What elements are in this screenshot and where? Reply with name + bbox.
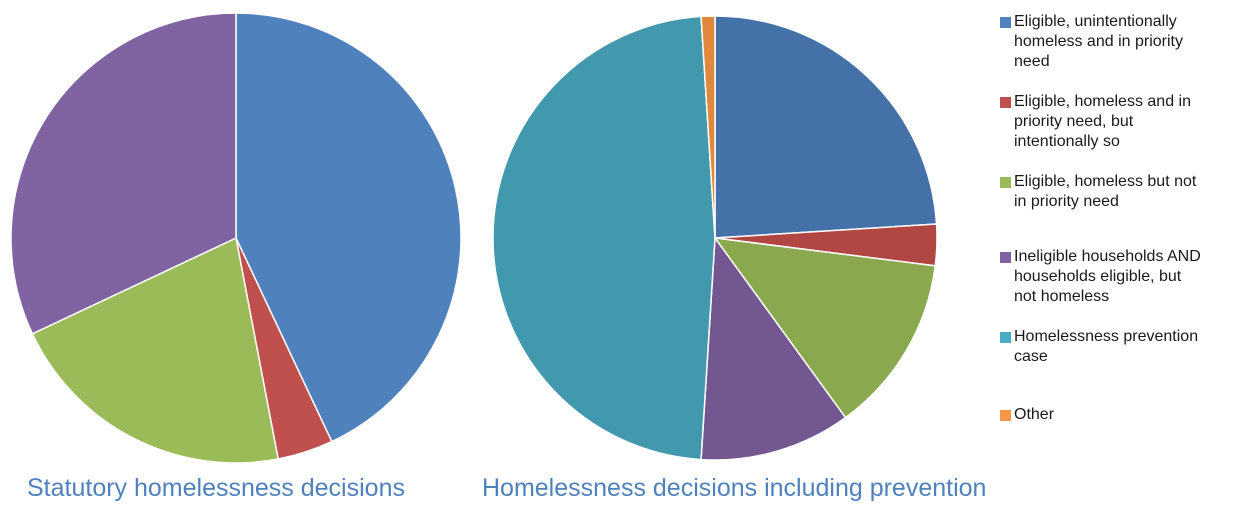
pie-2-slice-6 (700, 15, 716, 239)
legend-label-line: homeless and in priority (1014, 33, 1183, 50)
legend-label: Eligible, homeless but not in priority ne… (1014, 172, 1259, 212)
legend-label-line: not homeless (1014, 288, 1110, 305)
legend-label-line: Ineligible households AND (1014, 248, 1201, 265)
legend-label: Eligible, homeless and in priority need, … (1014, 92, 1259, 152)
legend-label-line: intentionally so (1014, 133, 1120, 150)
legend-label-line: Eligible, unintentionally (1014, 13, 1177, 30)
pie-1-title: Statutory homelessness decisions (27, 474, 405, 502)
legend-label-line: Homelessness prevention (1014, 328, 1199, 345)
legend-label-line: Other (1014, 406, 1055, 423)
legend-swatch (1000, 410, 1011, 421)
legend-swatch (1000, 252, 1011, 263)
pie-1-slice-1 (235, 12, 462, 443)
legend-swatch (1000, 177, 1011, 188)
legend-label: Homelessness prevention case (1014, 327, 1259, 367)
pie-2-slice-3 (713, 237, 937, 419)
legend-label-line: Eligible, homeless and in (1014, 93, 1191, 110)
legend-label-line: case (1014, 348, 1048, 365)
legend-label-line: Eligible, homeless but not (1014, 173, 1197, 190)
legend-swatch (1000, 332, 1011, 343)
legend-label-line: need (1014, 53, 1050, 70)
legend-label-line: households eligible, but (1014, 268, 1182, 285)
pie-1-slice-3 (31, 236, 280, 464)
pie-2-slice-1 (714, 15, 938, 239)
pie-2-slice-4 (700, 235, 847, 461)
legend-label: Ineligible households AND households elig… (1014, 247, 1259, 307)
legend-label-line: in priority need (1014, 193, 1119, 210)
legend-label: Eligible, unintentionally homeless and in… (1014, 12, 1259, 72)
legend-label-line: priority need, but (1014, 113, 1134, 130)
pie-2-title: Homelessness decisions including prevent… (482, 474, 987, 502)
pie-1-slice-4 (10, 12, 237, 335)
legend-swatch (1000, 97, 1011, 108)
pie-2-slice-5 (492, 15, 716, 461)
legend-label: Other (1014, 405, 1259, 425)
legend-swatch (1000, 17, 1011, 28)
